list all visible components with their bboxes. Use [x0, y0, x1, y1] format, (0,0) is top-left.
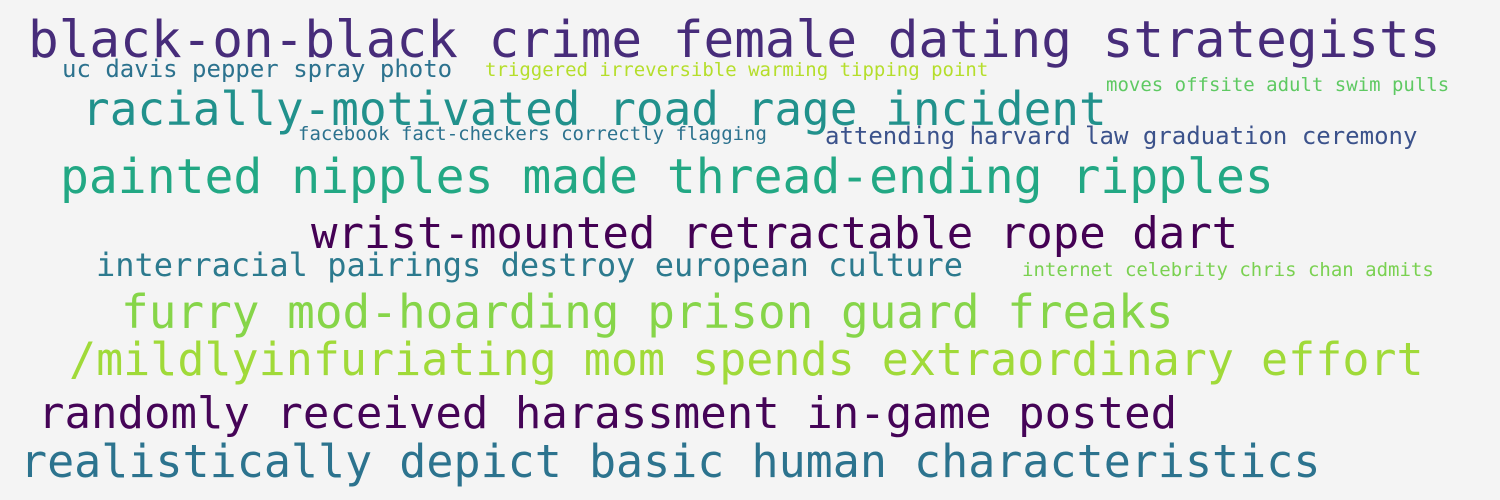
cloud-word: racially-motivated road rage incident [82, 82, 1107, 136]
cloud-word: attending harvard law graduation ceremon… [825, 122, 1418, 150]
cloud-word: interracial pairings destroy european cu… [96, 246, 963, 284]
cloud-word: moves offsite adult swim pulls [1106, 74, 1450, 96]
cloud-word: painted nipples made thread-ending rippl… [60, 149, 1274, 205]
cloud-word: wrist-mounted retractable rope dart [311, 208, 1239, 259]
cloud-word: black-on-black crime female dating strat… [28, 11, 1441, 70]
cloud-word: randomly received harassment in-game pos… [38, 388, 1178, 439]
cloud-word: furry mod-hoarding prison guard freaks [121, 285, 1174, 339]
cloud-word: uc davis pepper spray photo [62, 55, 453, 83]
cloud-word: facebook fact-checkers correctly flaggin… [298, 123, 767, 145]
cloud-word: internet celebrity chris chan admits [1022, 259, 1434, 281]
cloud-word: realistically depict basic human charact… [20, 435, 1321, 488]
cloud-word: /mildlyinfuriating mom spends extraordin… [69, 333, 1424, 386]
cloud-word: triggered irreversible warming tipping p… [485, 59, 989, 81]
